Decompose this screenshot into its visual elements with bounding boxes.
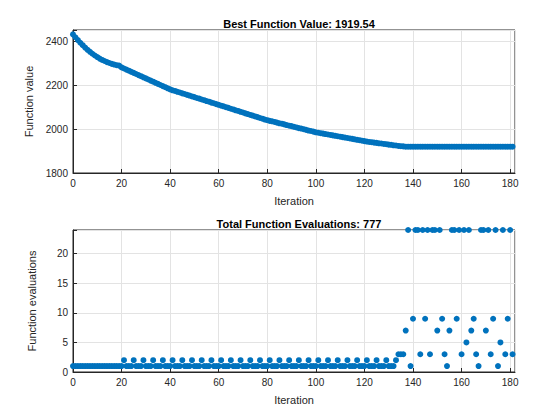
svg-text:15: 15 — [57, 278, 69, 289]
svg-text:0: 0 — [70, 178, 76, 189]
svg-text:Iteration: Iteration — [274, 394, 314, 406]
svg-text:0: 0 — [70, 377, 76, 388]
svg-text:80: 80 — [262, 178, 274, 189]
svg-text:80: 80 — [262, 377, 274, 388]
svg-text:10: 10 — [57, 307, 69, 318]
svg-text:160: 160 — [453, 377, 470, 388]
svg-text:2200: 2200 — [46, 80, 69, 91]
svg-text:20: 20 — [116, 178, 128, 189]
svg-text:160: 160 — [453, 178, 470, 189]
svg-text:180: 180 — [502, 178, 519, 189]
svg-text:60: 60 — [213, 377, 225, 388]
svg-text:40: 40 — [165, 377, 177, 388]
svg-text:60: 60 — [213, 178, 225, 189]
svg-text:2400: 2400 — [46, 36, 69, 47]
svg-text:Iteration: Iteration — [274, 195, 314, 207]
svg-text:Best Function Value: 1919.54: Best Function Value: 1919.54 — [223, 18, 375, 30]
svg-text:140: 140 — [405, 178, 422, 189]
svg-text:100: 100 — [308, 377, 325, 388]
svg-text:40: 40 — [165, 178, 177, 189]
svg-text:5: 5 — [62, 337, 68, 348]
svg-text:100: 100 — [308, 178, 325, 189]
svg-text:Function evaluations: Function evaluations — [26, 250, 38, 351]
svg-text:120: 120 — [356, 178, 373, 189]
svg-text:180: 180 — [502, 377, 519, 388]
svg-text:20: 20 — [57, 248, 69, 259]
svg-text:0: 0 — [62, 367, 68, 378]
svg-text:Total Function Evaluations: 77: Total Function Evaluations: 777 — [217, 218, 382, 230]
svg-text:120: 120 — [356, 377, 373, 388]
svg-text:2000: 2000 — [46, 124, 69, 135]
svg-text:1800: 1800 — [46, 168, 69, 179]
svg-text:140: 140 — [405, 377, 422, 388]
svg-text:Function value: Function value — [23, 66, 35, 138]
svg-text:20: 20 — [116, 377, 128, 388]
